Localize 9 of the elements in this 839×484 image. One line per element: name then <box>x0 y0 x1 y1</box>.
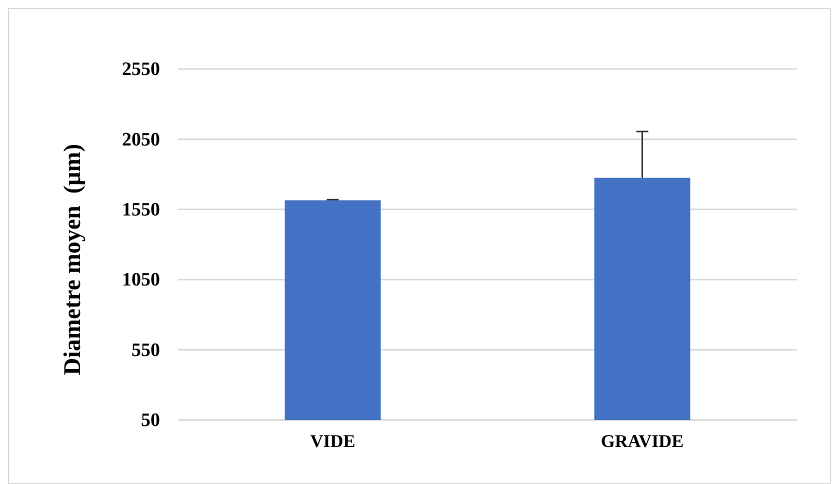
x-tick-label: GRAVIDE <box>600 430 684 451</box>
y-tick-label: 550 <box>132 340 160 361</box>
y-tick-label: 1050 <box>122 270 160 291</box>
y-tick-label: 2550 <box>122 59 160 80</box>
y-tick-label: 2050 <box>122 129 160 150</box>
y-tick-label: 50 <box>141 410 160 432</box>
x-tick-label: VIDE <box>310 430 356 451</box>
y-tick-label: 1550 <box>122 199 160 220</box>
y-axis-title: Diametre moyen (µm) <box>60 144 86 376</box>
